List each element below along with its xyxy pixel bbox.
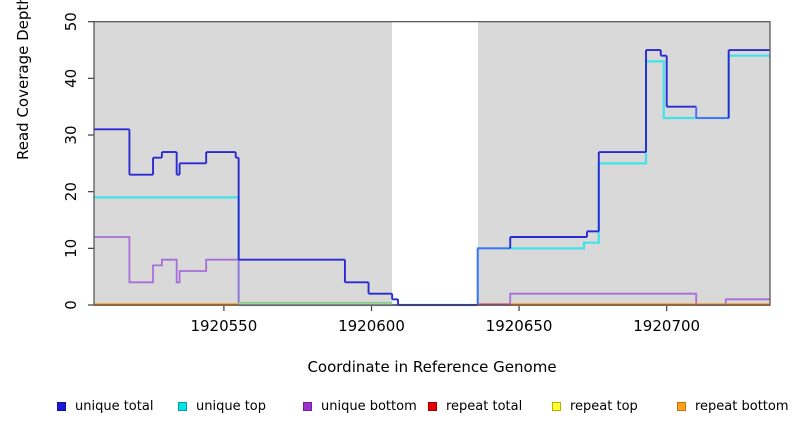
svg-text:30: 30 [62,125,80,144]
svg-text:1920550: 1920550 [190,317,257,335]
legend-item-unique-bottom: unique bottom [303,397,417,415]
legend-item-unique-top: unique top [178,397,266,415]
legend-item-repeat-bottom: repeat bottom [677,397,789,415]
legend-label: repeat total [446,398,523,414]
svg-text:1920700: 1920700 [633,317,700,335]
coverage-plot: 1920550 1920600 1920650 1920700 0 10 20 30 40 50 [62,12,771,335]
legend-item-unique-total: unique total [57,397,153,415]
repeat-total-swatch-icon [428,401,437,411]
x-axis-title: Coordinate in Reference Genome [307,358,557,376]
unique-top-swatch-icon [178,401,187,411]
unique-total-swatch-icon [57,401,66,411]
legend-label: repeat bottom [695,398,789,414]
svg-text:40: 40 [62,69,80,88]
repeat-bottom-swatch-icon [677,401,686,411]
svg-text:1920650: 1920650 [486,317,553,335]
svg-text:0: 0 [62,300,80,310]
svg-text:10: 10 [62,239,80,258]
legend-label: unique top [196,398,267,414]
unique-bottom-swatch-icon [303,401,312,411]
svg-text:50: 50 [62,12,80,31]
legend-label: repeat top [570,398,638,414]
svg-text:1920600: 1920600 [338,317,405,335]
legend-item-repeat-top: repeat top [552,397,638,415]
repeat-top-swatch-icon [552,401,561,411]
legend-item-repeat-total: repeat total [428,397,522,415]
legend-label: unique bottom [321,398,417,414]
svg-text:20: 20 [62,182,80,201]
legend-label: unique total [75,398,154,414]
legend: unique total unique top unique bottom re… [0,397,792,419]
